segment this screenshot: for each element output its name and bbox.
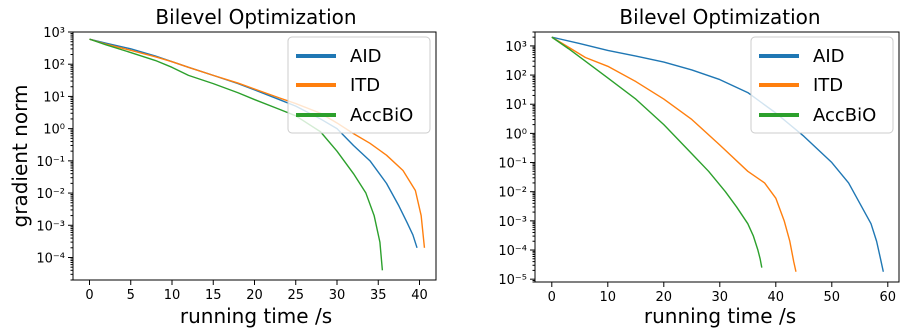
series-line-accbio-left [89, 38, 384, 271]
y-tick-label-right: 10³ [505, 40, 527, 55]
chart-left: Bilevel Optimization 0 5 10 15 20 25 30 35 40 10⁻… [8, 5, 437, 328]
ticks-right: 0 10 20 30 40 50 60 10⁻⁵ 10⁻⁴ 10⁻³ 10⁻² 10⁻¹ 10⁰ 10¹ 1… [498, 31, 897, 305]
x-axis-label-left: running time /s [180, 304, 332, 328]
legend-label-itd-right: ITD [813, 75, 843, 96]
y-tick-label-right: 10¹ [505, 98, 527, 113]
chart-title-right: Bilevel Optimization [619, 5, 820, 29]
y-tick-label-right: 10⁻² [498, 186, 527, 201]
y-tick-label-right: 10⁻⁴ [498, 244, 527, 259]
plot-frame-right [534, 31, 900, 283]
y-tick-label-left: 10⁻² [36, 187, 65, 202]
y-tick-label-right: 10⁻⁵ [498, 273, 527, 288]
legend-right: AID ITD AccBiO [750, 36, 894, 134]
x-axis-label-right: running time /s [644, 304, 796, 328]
y-tick-label-left: 10⁻³ [36, 219, 65, 234]
legend-label-itd-left: ITD [350, 75, 380, 96]
y-tick-label-left: 10⁻⁴ [36, 251, 65, 266]
series-line-itd-right [551, 36, 797, 272]
y-tick-label-left: 10³ [43, 26, 65, 41]
y-tick-label-left: 10⁻¹ [36, 155, 65, 170]
x-tick-label-left: 0 [85, 288, 93, 303]
y-tick-label-right: 10⁰ [505, 127, 527, 142]
legend-box-right [750, 36, 894, 134]
legend-label-aid-right: AID [813, 46, 844, 67]
x-tick-label-right: 10 [600, 290, 617, 305]
x-tick-label-left: 15 [205, 288, 222, 303]
chart-right: Bilevel Optimization 0 10 20 30 40 50 60 10⁻⁵ 10… [498, 5, 900, 328]
legend-label-accbio-left: AccBiO [350, 105, 413, 126]
legend-left: AID ITD AccBiO [287, 36, 431, 134]
x-tick-label-left: 5 [127, 288, 135, 303]
series-line-accbio-right [551, 36, 763, 268]
x-tick-label-left: 35 [370, 288, 387, 303]
y-tick-label-right: 10² [505, 69, 527, 84]
legend-box-left [287, 36, 431, 134]
x-tick-label-right: 30 [712, 290, 729, 305]
ticks-left: 0 5 10 15 20 25 30 35 40 10⁻⁴ 10⁻³ 10⁻² 10⁻¹ 10⁰ 10¹ 10… [36, 26, 427, 303]
legend-label-aid-left: AID [350, 46, 381, 67]
y-tick-label-right: 10⁻³ [498, 215, 527, 230]
x-tick-label-left: 25 [287, 288, 304, 303]
x-tick-label-right: 50 [824, 290, 841, 305]
x-tick-label-left: 40 [411, 288, 428, 303]
y-tick-label-right: 10⁻¹ [498, 157, 527, 172]
x-tick-label-right: 0 [548, 290, 556, 305]
x-tick-label-right: 60 [880, 290, 897, 305]
y-tick-label-left: 10⁰ [43, 123, 65, 138]
legend-label-accbio-right: AccBiO [813, 105, 876, 126]
y-axis-label-left: gradient norm [8, 85, 32, 228]
x-tick-label-left: 10 [164, 288, 181, 303]
y-tick-label-left: 10¹ [43, 90, 65, 105]
x-tick-label-left: 30 [329, 288, 346, 303]
x-tick-label-left: 20 [246, 288, 263, 303]
chart-title-left: Bilevel Optimization [155, 5, 356, 29]
y-tick-label-left: 10² [43, 58, 65, 73]
x-tick-label-right: 20 [656, 290, 673, 305]
x-tick-label-right: 40 [768, 290, 785, 305]
